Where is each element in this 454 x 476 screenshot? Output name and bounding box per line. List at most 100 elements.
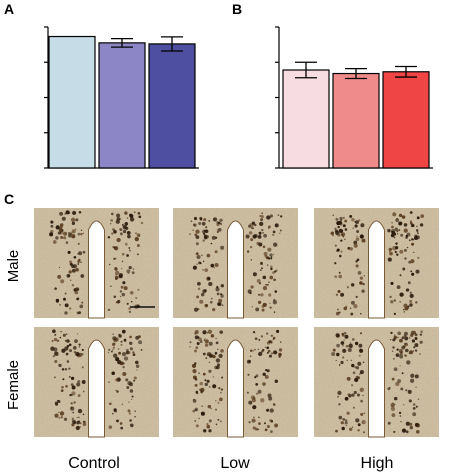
- stained-cell: [128, 249, 131, 252]
- stained-cell: [269, 419, 272, 422]
- stained-cell: [412, 330, 417, 335]
- stained-cell: [357, 361, 362, 366]
- stained-cell: [114, 338, 117, 340]
- stained-cell: [195, 409, 197, 411]
- stained-cell: [52, 329, 56, 334]
- stained-cell: [210, 334, 215, 338]
- stained-cell: [75, 425, 80, 431]
- stained-cell: [344, 238, 346, 240]
- stained-cell: [354, 224, 358, 228]
- stained-cell: [357, 393, 360, 397]
- stained-cell: [68, 270, 72, 274]
- stained-cell: [351, 426, 354, 428]
- stained-cell: [415, 301, 418, 304]
- stained-cell: [112, 349, 114, 351]
- stained-cell: [278, 348, 283, 352]
- stained-cell: [416, 225, 418, 228]
- stained-cell: [129, 347, 133, 351]
- stained-cell: [338, 403, 341, 406]
- stained-cell: [116, 237, 121, 243]
- stained-cell: [214, 262, 219, 268]
- stained-cell: [191, 363, 197, 368]
- stained-cell: [340, 341, 345, 345]
- stained-cell: [198, 417, 200, 420]
- stained-cell: [253, 416, 255, 419]
- stained-cell: [73, 255, 77, 259]
- stained-cell: [70, 279, 72, 281]
- stained-cell: [69, 260, 73, 264]
- stained-cell: [52, 240, 57, 244]
- stained-cell: [199, 388, 202, 392]
- stained-cell: [392, 338, 396, 342]
- stained-cell: [391, 377, 395, 381]
- stained-cell: [66, 333, 68, 335]
- stained-cell: [64, 311, 68, 315]
- stained-cell: [398, 213, 403, 218]
- stained-cell: [280, 215, 283, 218]
- stained-cell: [214, 236, 218, 239]
- stained-cell: [119, 228, 121, 231]
- bar: [282, 69, 330, 169]
- stained-cell: [263, 233, 267, 238]
- stained-cell: [55, 225, 60, 230]
- stained-cell: [206, 423, 209, 426]
- stained-cell: [195, 390, 199, 394]
- bar-chart-a: [44, 26, 199, 169]
- stained-cell: [57, 274, 62, 279]
- stained-cell: [360, 399, 363, 403]
- stained-cell: [54, 359, 58, 364]
- stained-cell: [411, 238, 414, 241]
- stained-cell: [64, 292, 67, 295]
- stained-cell: [71, 423, 75, 427]
- stained-cell: [219, 218, 223, 223]
- stained-cell: [203, 339, 206, 341]
- stained-cell: [119, 422, 123, 425]
- stained-cell: [339, 254, 342, 258]
- stained-cell: [52, 354, 56, 358]
- stained-cell: [207, 404, 212, 409]
- stained-cell: [251, 306, 253, 308]
- stained-cell: [393, 396, 398, 401]
- stained-cell: [192, 368, 197, 374]
- stained-cell: [65, 352, 69, 356]
- stained-cell: [54, 333, 57, 336]
- stained-cell: [220, 294, 224, 298]
- stained-cell: [272, 300, 278, 305]
- stained-cell: [391, 225, 394, 229]
- stained-cell: [113, 353, 118, 358]
- stained-cell: [257, 389, 262, 394]
- stained-cell: [398, 221, 403, 226]
- stained-cell: [137, 253, 139, 256]
- stained-cell: [122, 362, 125, 365]
- stained-cell: [121, 403, 124, 406]
- stained-cell: [128, 310, 132, 314]
- stained-cell: [215, 400, 217, 402]
- stained-cell: [353, 304, 358, 309]
- stained-cell: [260, 293, 264, 297]
- stained-cell: [108, 402, 112, 406]
- stained-cell: [363, 412, 366, 415]
- stained-cell: [396, 233, 399, 235]
- stained-cell: [338, 271, 341, 274]
- stained-cell: [195, 252, 199, 256]
- bar: [48, 35, 96, 169]
- row-label-male: Male: [5, 250, 22, 283]
- stained-cell: [61, 348, 66, 353]
- stained-cell: [410, 373, 415, 378]
- stained-cell: [393, 299, 396, 302]
- stained-cell: [265, 283, 268, 286]
- stained-cell: [51, 339, 54, 343]
- stained-cell: [353, 243, 358, 248]
- stained-cell: [349, 307, 352, 310]
- stained-cell: [64, 303, 69, 308]
- stained-cell: [118, 273, 123, 278]
- stained-cell: [221, 376, 224, 379]
- stained-cell: [251, 398, 256, 403]
- stained-cell: [66, 273, 71, 278]
- stained-cell: [274, 423, 279, 428]
- stained-cell: [334, 275, 338, 278]
- stained-cell: [217, 227, 222, 232]
- stained-cell: [399, 338, 403, 343]
- stained-cell: [53, 337, 58, 342]
- stained-cell: [357, 429, 360, 432]
